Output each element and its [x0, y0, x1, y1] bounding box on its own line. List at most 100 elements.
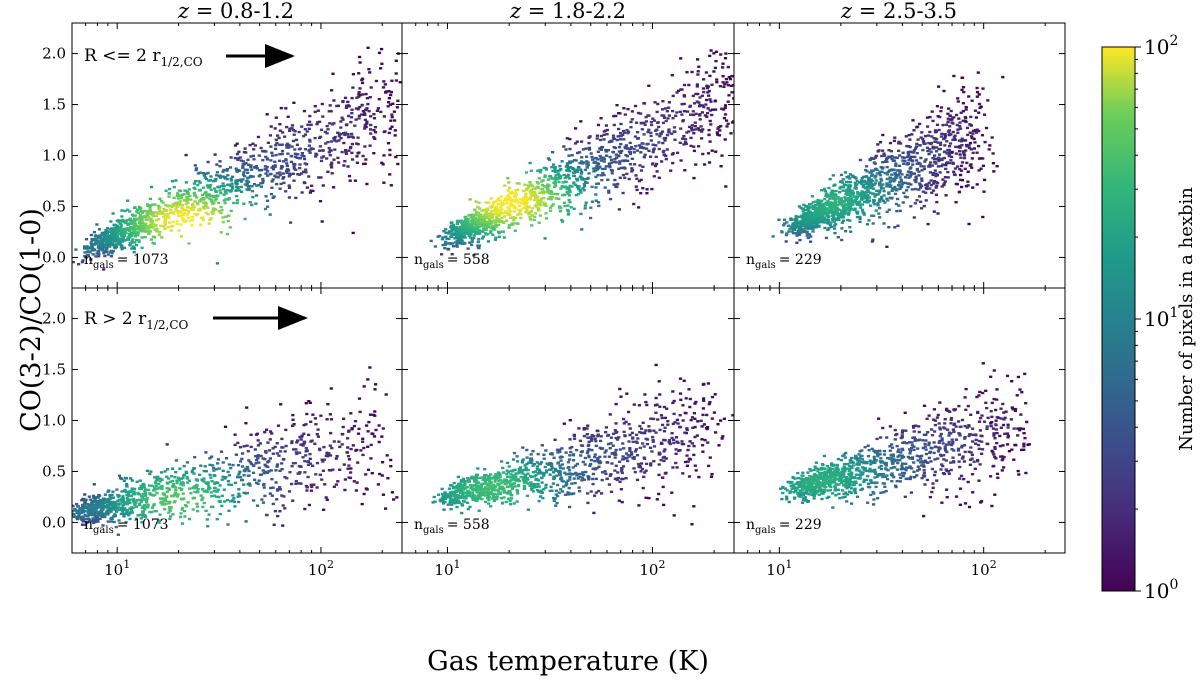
hexbin-cell — [874, 209, 878, 212]
hexbin-cell — [570, 154, 574, 157]
hexbin-cell — [170, 205, 174, 208]
hexbin-cell — [801, 228, 805, 231]
hexbin-cell — [362, 162, 366, 166]
hexbin-cell — [149, 226, 153, 229]
hexbin-cell — [572, 159, 577, 162]
hexbin-cell — [639, 178, 643, 182]
hexbin-cell — [926, 222, 930, 226]
hexbin-cell — [967, 95, 971, 98]
hexbin-cell — [163, 219, 167, 223]
hexbin-cell — [126, 218, 130, 222]
hexbin-cell — [176, 476, 180, 480]
hexbin-cell — [123, 501, 127, 504]
hexbin-cell — [143, 488, 147, 491]
hexbin-cell — [294, 482, 298, 485]
hexbin-cell — [218, 174, 222, 177]
hexbin-cell — [373, 410, 377, 413]
hexbin-cell — [943, 133, 947, 136]
hexbin-cell — [90, 249, 94, 252]
hexbin-cell — [548, 196, 552, 199]
hexbin-cell — [266, 441, 270, 444]
hexbin-cell — [130, 239, 134, 243]
hexbin-cell — [719, 125, 723, 128]
hexbin-cell — [617, 154, 621, 158]
hexbin-cell — [124, 490, 128, 494]
hexbin-cell — [380, 47, 384, 51]
hexbin-cell — [524, 192, 528, 196]
hexbin-cell — [441, 236, 445, 239]
hexbin-cell — [274, 144, 278, 147]
hexbin-cell — [189, 198, 193, 201]
hexbin-cell — [256, 439, 260, 442]
hexbin-cell — [568, 147, 572, 151]
hexbin-cell — [657, 176, 661, 179]
hexbin-cell — [283, 507, 287, 510]
hexbin-cell — [202, 477, 206, 480]
hexbin-cell — [662, 116, 667, 119]
hexbin-cell — [603, 167, 607, 170]
hexbin-cell — [309, 489, 313, 492]
hexbin-cell — [553, 180, 557, 183]
hexbin-cell — [566, 204, 570, 207]
hexbin-cell — [536, 198, 540, 201]
hexbin-points — [771, 71, 1005, 248]
hexbin-cell — [245, 184, 249, 187]
hexbin-cell — [299, 482, 303, 485]
hexbin-cell — [961, 119, 965, 122]
hexbin-cell — [865, 196, 869, 199]
hexbin-cell — [366, 378, 370, 381]
hexbin-cell — [340, 116, 344, 119]
hexbin-cell — [117, 239, 121, 242]
hexbin-cell — [72, 504, 74, 507]
hexbin-cell — [533, 192, 537, 195]
hexbin-cell — [700, 137, 704, 140]
hexbin-cell — [303, 181, 307, 185]
hexbin-cell — [250, 203, 254, 207]
hexbin-cell — [86, 254, 90, 257]
hexbin-cell — [948, 125, 952, 128]
hexbin-cell — [912, 149, 916, 152]
hexbin-cell — [533, 212, 537, 215]
hexbin-cell — [801, 210, 805, 213]
hexbin-cell — [206, 194, 211, 197]
hexbin-cell — [867, 185, 871, 189]
hexbin-cell — [681, 120, 685, 123]
hexbin-cell — [193, 200, 197, 203]
hexbin-cell — [631, 168, 635, 172]
hexbin-cell — [820, 208, 825, 212]
hexbin-cell — [935, 105, 939, 108]
hexbin-cell — [821, 203, 825, 206]
hexbin-cell — [90, 501, 94, 504]
hexbin-cell — [702, 90, 706, 94]
hexbin-cell — [124, 221, 128, 224]
hexbin-cell — [101, 499, 105, 503]
hexbin-cell — [214, 197, 218, 200]
hexbin-cell — [242, 474, 246, 477]
hexbin-cell — [647, 128, 651, 131]
hexbin-cell — [222, 193, 226, 196]
hexbin-cell — [501, 212, 505, 215]
hexbin-cell — [806, 208, 810, 211]
hexbin-cell — [119, 227, 123, 230]
hexbin-cell — [984, 126, 989, 130]
hexbin-cell — [885, 197, 889, 200]
hexbin-cell — [160, 210, 164, 214]
hexbin-cell — [640, 128, 644, 131]
hexbin-cell — [212, 489, 216, 493]
hexbin-cell — [489, 197, 493, 200]
hexbin-cell — [286, 115, 290, 118]
hexbin-cell — [499, 195, 503, 198]
hexbin-cell — [93, 515, 97, 518]
hexbin-cell — [881, 149, 885, 152]
hexbin-cell — [355, 96, 359, 99]
hexbin-cell — [113, 501, 117, 504]
hexbin-cell — [213, 179, 217, 182]
hexbin-cell — [295, 143, 299, 146]
hexbin-cell — [697, 145, 701, 148]
hexbin-cell — [572, 174, 576, 178]
hexbin-cell — [469, 224, 474, 227]
hexbin-cell — [908, 175, 912, 178]
hexbin-cell — [947, 154, 951, 158]
hexbin-cell — [690, 70, 694, 74]
hexbin-cell — [121, 495, 125, 498]
